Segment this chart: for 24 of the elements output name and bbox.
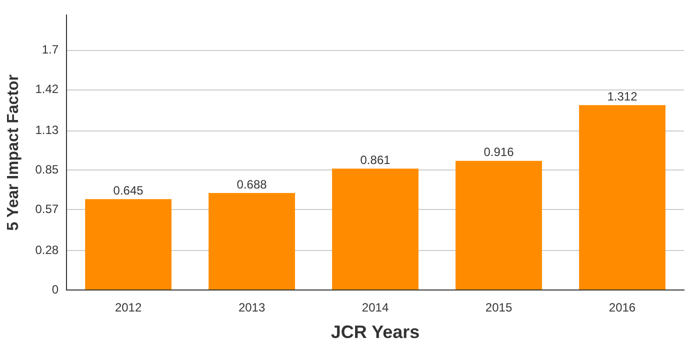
y-tick-label: 0 bbox=[52, 282, 59, 296]
bar bbox=[85, 199, 172, 290]
data-label: 0.916 bbox=[484, 145, 514, 160]
x-tick-label: 2014 bbox=[362, 300, 389, 315]
y-tick-label: 0.85 bbox=[35, 162, 59, 177]
y-tick-label: 0.28 bbox=[35, 242, 59, 257]
x-tick-label: 2012 bbox=[114, 300, 142, 315]
y-tick-label: 1.13 bbox=[35, 123, 59, 138]
bar bbox=[579, 105, 666, 290]
y-tick-label: 1.7 bbox=[42, 42, 59, 57]
data-label: 0.645 bbox=[113, 183, 144, 198]
bar bbox=[456, 160, 542, 290]
x-tick-label: 2016 bbox=[608, 300, 636, 315]
y-tick-label: 0.57 bbox=[35, 202, 59, 216]
data-label: 0.861 bbox=[360, 152, 391, 167]
y-axis-title: 5 Year Impact Factor bbox=[5, 74, 22, 231]
data-label: 1.312 bbox=[607, 89, 638, 104]
x-tick-label: 2013 bbox=[238, 300, 266, 315]
bar bbox=[208, 193, 296, 290]
data-label: 0.688 bbox=[236, 177, 268, 192]
bar bbox=[332, 168, 418, 290]
x-axis-title: JCR Years bbox=[330, 322, 420, 342]
y-tick-label: 1.42 bbox=[35, 82, 59, 96]
x-tick-label: 2015 bbox=[485, 300, 512, 315]
